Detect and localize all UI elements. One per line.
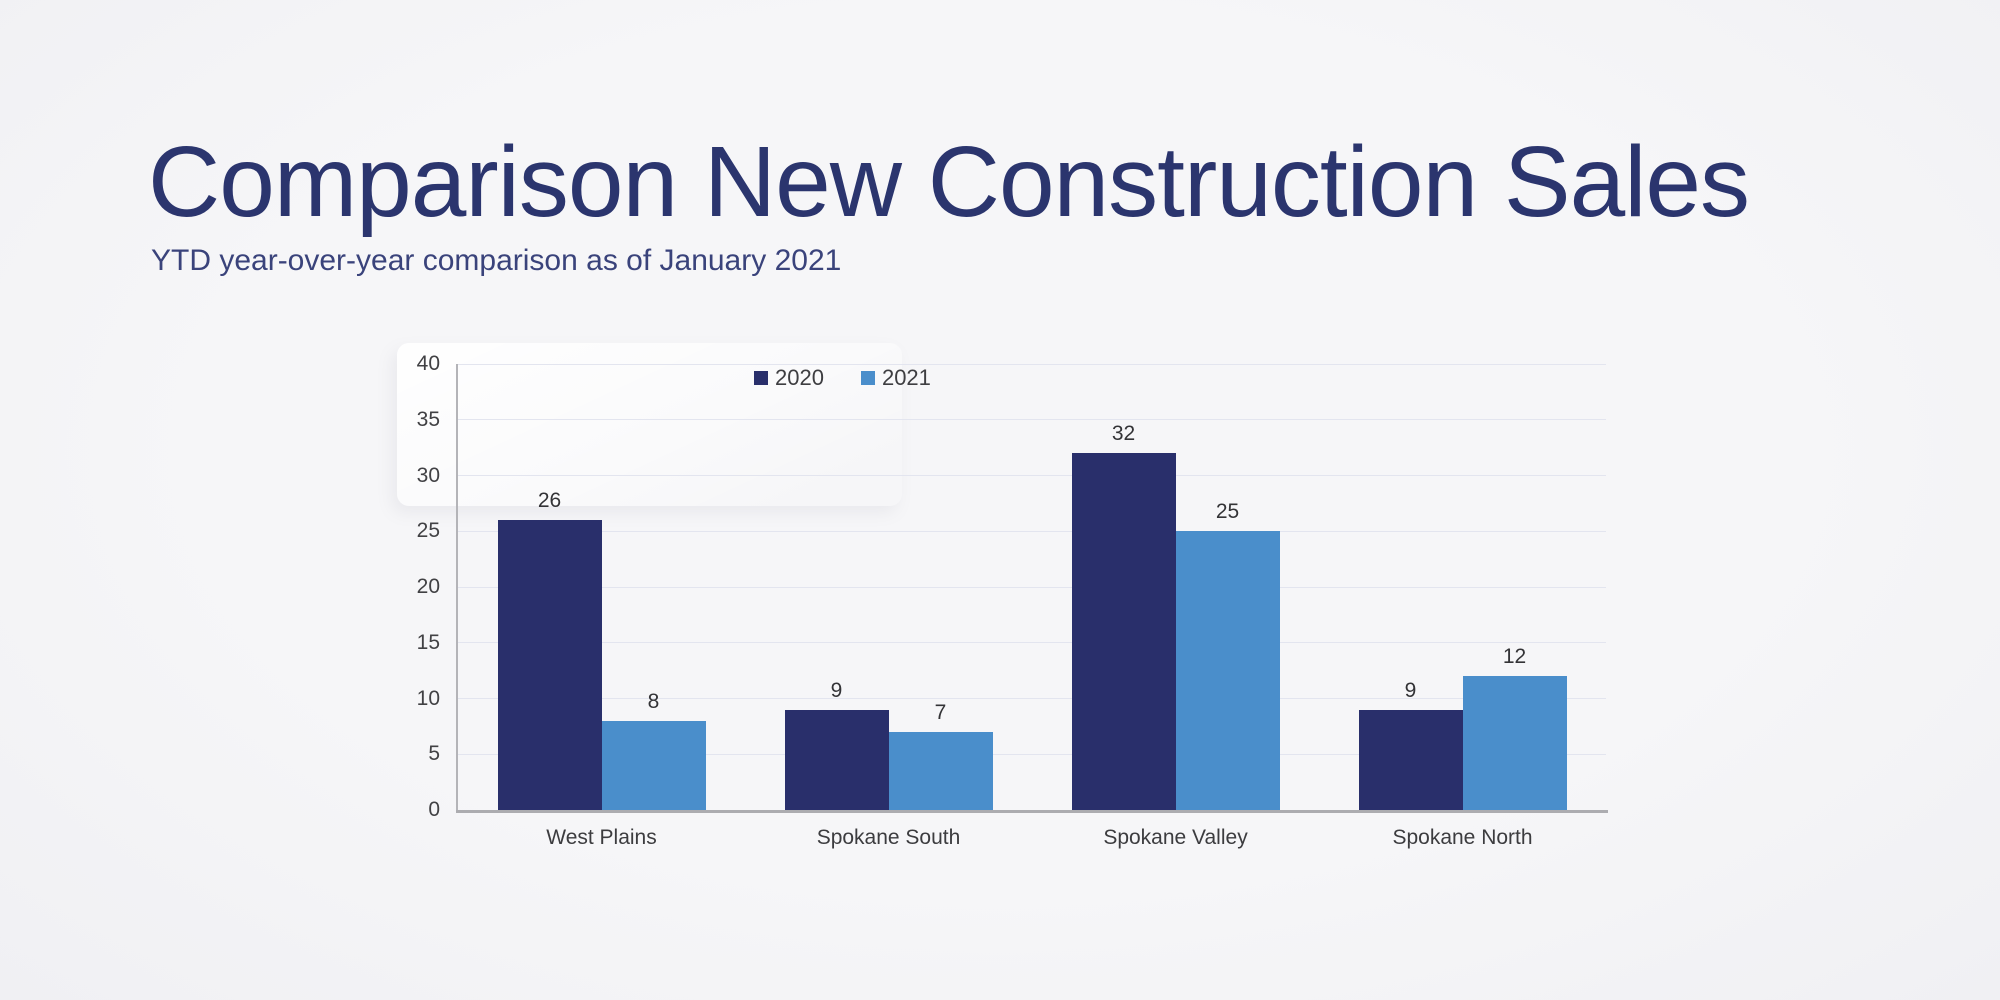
legend-swatch-2020 [754,371,768,385]
bar-value-2021-spokane-valley: 25 [1215,500,1240,524]
legend: 2020 2021 [754,367,931,389]
bar-value-2020-spokane-north: 9 [1404,678,1417,702]
bar-group-spokane-north: 9 12 [1319,364,1606,810]
y-tick-25: 25 [416,519,440,543]
bar-value-2020-west-plains: 26 [537,489,562,513]
y-tick-5: 5 [428,742,440,766]
gridline-10 [458,698,1606,699]
x-label-spokane-valley: Spokane Valley [1103,826,1248,849]
x-label-west-plains: West Plains [546,826,657,849]
bar-2020-spokane-north [1358,709,1463,810]
gridline-25 [458,530,1606,532]
y-tick-20: 20 [416,575,440,598]
page-subtitle: YTD year-over-year comparison as of Janu… [151,244,842,277]
bar-2021-west-plains [601,720,706,810]
gridline-5 [458,753,1606,755]
bar-group-spokane-valley: 32 25 [1032,364,1319,810]
bar-value-2021-spokane-north: 12 [1502,645,1527,669]
legend-swatch-2021 [860,371,875,385]
gridline-40 [458,363,1606,365]
y-tick-35: 35 [416,407,440,431]
x-axis-line [456,810,1608,813]
chart-backdrop-card [397,343,902,506]
page-title: Comparison New Construction Sales [148,126,1750,238]
bar-value-2020-spokane-south: 9 [830,678,843,702]
y-tick-40: 40 [416,352,440,375]
plot-area: 2020 2021 0 5 10 15 20 25 30 35 40 West Plains 26 8 S… [417,352,1608,849]
bar-2020-spokane-valley [1071,453,1176,810]
bar-2020-west-plains [497,520,602,810]
bar-2021-spokane-north [1462,676,1567,810]
bar-2021-spokane-valley [1175,531,1280,810]
bar-group-west-plains: 26 8 [458,364,745,810]
bar-2020-spokane-south [784,709,889,810]
y-tick-0: 0 [428,798,440,821]
x-label-spokane-north: Spokane North [1392,826,1533,849]
bar-2021-spokane-south [888,731,993,810]
bar-value-2021-west-plains: 8 [647,689,660,713]
legend-label-2020: 2020 [775,365,824,390]
gridline-35 [458,419,1606,421]
bar-value-2021-spokane-south: 7 [934,700,947,724]
legend-item-2021: 2021 [860,365,931,390]
x-label-spokane-south: Spokane South [816,826,961,849]
gridline-30 [458,475,1606,476]
y-tick-15: 15 [416,630,440,654]
y-tick-10: 10 [416,686,440,710]
legend-item-2020: 2020 [754,367,824,389]
y-axis-line [456,364,458,810]
legend-label-2021: 2021 [881,365,931,390]
bar-value-2020-spokane-valley: 32 [1111,422,1136,446]
gridline-15 [458,642,1606,644]
y-tick-30: 30 [416,463,440,487]
gridline-20 [458,586,1606,588]
